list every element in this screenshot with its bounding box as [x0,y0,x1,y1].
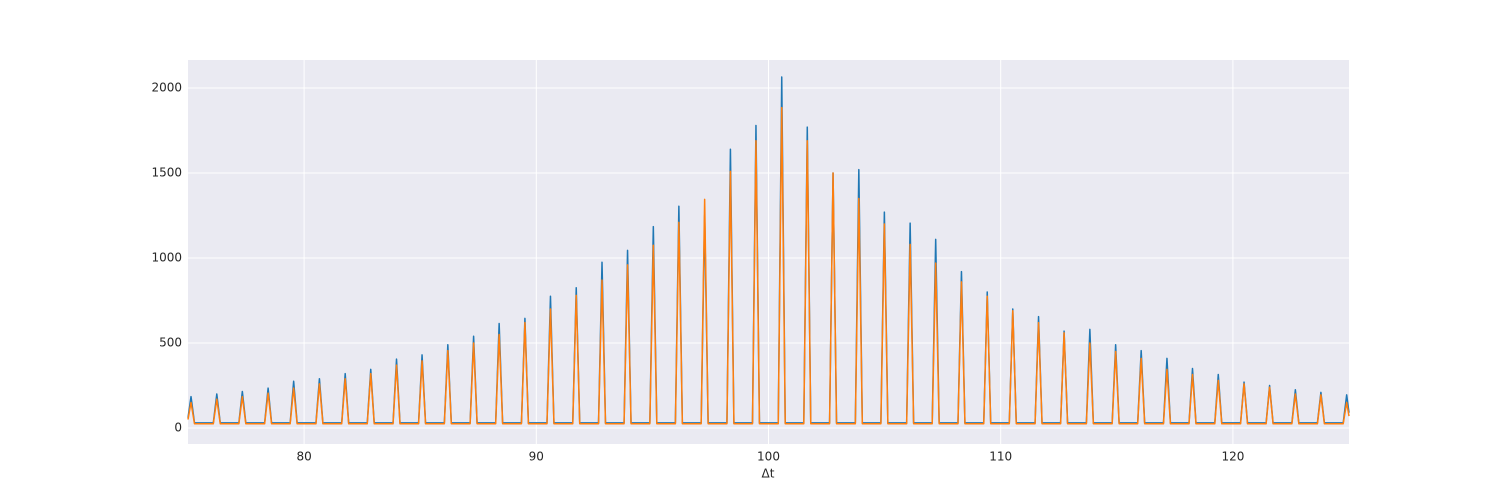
x-tick-label: 90 [529,450,544,464]
y-tick-label: 500 [159,336,182,350]
x-tick-label: 120 [1221,450,1244,464]
y-tick-label: 2000 [151,81,182,95]
x-axis-label: Δt [762,467,775,481]
series-line [187,106,1350,425]
x-tick-label: 100 [757,450,780,464]
x-tick-label: 110 [989,450,1012,464]
x-tick-label: 80 [296,450,311,464]
y-tick-label: 1000 [151,251,182,265]
y-tick-label: 0 [174,421,182,435]
y-tick-label: 1500 [151,166,182,180]
